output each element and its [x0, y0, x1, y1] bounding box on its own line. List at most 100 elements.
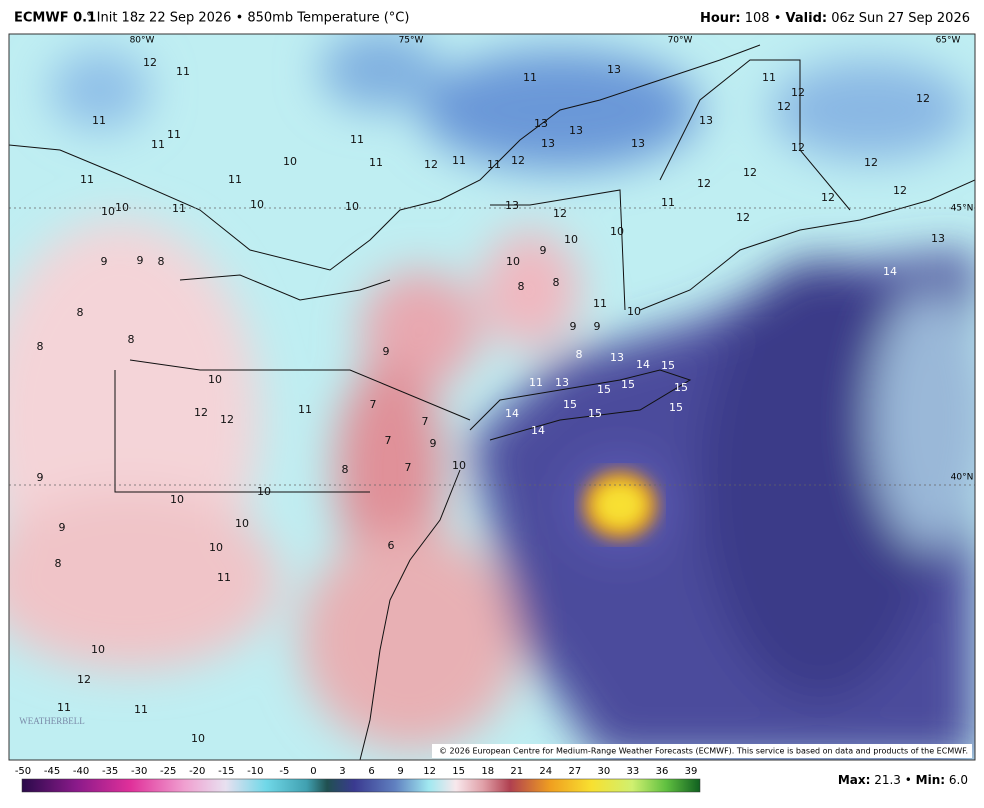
- map-value: 11: [529, 376, 543, 389]
- colorbar: [21, 778, 701, 793]
- map-value: 11: [762, 71, 776, 84]
- map-value: 15: [597, 383, 611, 396]
- map-value: 14: [636, 358, 650, 371]
- map-value: 12: [77, 673, 91, 686]
- map-value: 15: [661, 359, 675, 372]
- map-value: 10: [506, 255, 520, 268]
- map-value: 12: [916, 92, 930, 105]
- map-value: 8: [518, 280, 525, 293]
- colorbar-label: -15: [218, 766, 234, 777]
- map-value: 10: [170, 493, 184, 506]
- map-value: 12: [553, 207, 567, 220]
- colorbar-label: -50: [15, 766, 31, 777]
- map-value: 8: [158, 255, 165, 268]
- colorbar-label: -45: [44, 766, 60, 777]
- map-value: 8: [553, 276, 560, 289]
- map-value: 15: [563, 398, 577, 411]
- colorbar-label: 9: [397, 766, 403, 777]
- map-value: 11: [176, 65, 190, 78]
- colorbar-label: 33: [627, 766, 640, 777]
- map-value: 13: [555, 376, 569, 389]
- colorbar-label: -10: [247, 766, 263, 777]
- header-model: ECMWF 0.1: [14, 11, 96, 26]
- colorbar-label: 36: [656, 766, 669, 777]
- map-value: 10: [191, 732, 205, 745]
- colorbar-label: -25: [160, 766, 176, 777]
- colorbar-label: 12: [423, 766, 436, 777]
- map-value: 8: [37, 340, 44, 353]
- map-value: 10: [283, 155, 297, 168]
- map-value: 12: [791, 141, 805, 154]
- map-value: 9: [570, 320, 577, 333]
- map-value: 7: [370, 398, 377, 411]
- graticule-label: 70°W: [668, 36, 693, 46]
- map-value: 11: [151, 138, 165, 151]
- map-value: 11: [298, 403, 312, 416]
- map-value: 10: [452, 459, 466, 472]
- map-value: 8: [128, 333, 135, 346]
- colorbar-label: 24: [539, 766, 552, 777]
- map-value: 12: [791, 86, 805, 99]
- map-value: 13: [931, 232, 945, 245]
- map-value: 10: [208, 373, 222, 386]
- map-value: 10: [627, 305, 641, 318]
- colorbar-label: 21: [510, 766, 523, 777]
- map-value: 12: [821, 191, 835, 204]
- map-value: 10: [115, 201, 129, 214]
- map-value: 11: [350, 133, 364, 146]
- map-value: 10: [91, 643, 105, 656]
- map-frame: [8, 33, 976, 761]
- colorbar-label: -40: [73, 766, 89, 777]
- map-value: 10: [345, 200, 359, 213]
- map-value: 12: [777, 100, 791, 113]
- map-value: 12: [864, 156, 878, 169]
- map-value: 8: [55, 557, 62, 570]
- map-value: 11: [167, 128, 181, 141]
- map-value: 11: [217, 571, 231, 584]
- header-info: ° Init 18z 22 Sep 2026 • 850mb Temperatu…: [86, 11, 409, 26]
- map-value: 11: [452, 154, 466, 167]
- map-value: 8: [77, 306, 84, 319]
- map-value: 11: [57, 701, 71, 714]
- map-value: 11: [593, 297, 607, 310]
- colorbar-label: 3: [339, 766, 345, 777]
- map-value: 9: [540, 244, 547, 257]
- map-value: 12: [424, 158, 438, 171]
- map-value: 6: [388, 539, 395, 552]
- map-value: 13: [631, 137, 645, 150]
- map-value: 12: [697, 177, 711, 190]
- map-value: 13: [534, 117, 548, 130]
- graticule-label: 75°W: [399, 36, 424, 46]
- map-value: 15: [621, 378, 635, 391]
- map-value: 9: [594, 320, 601, 333]
- map-value: 10: [101, 205, 115, 218]
- map-value: 7: [385, 434, 392, 447]
- map-value: 8: [342, 463, 349, 476]
- map-value: 11: [487, 158, 501, 171]
- map-value: 13: [610, 351, 624, 364]
- footer-maxmin: Max: 21.3 • Min: 6.0: [838, 773, 968, 787]
- map-value: 9: [37, 471, 44, 484]
- map-value: 11: [172, 202, 186, 215]
- watermark: WEATHERBELL: [19, 716, 85, 726]
- map-value: 8: [576, 348, 583, 361]
- graticule-label: 65°W: [936, 36, 961, 46]
- map-value: 11: [134, 703, 148, 716]
- map-value: 13: [541, 137, 555, 150]
- map-value: 11: [92, 114, 106, 127]
- map-field: [9, 34, 975, 760]
- colorbar-label: -35: [102, 766, 118, 777]
- map-value: 10: [209, 541, 223, 554]
- colorbar-label: -30: [131, 766, 147, 777]
- map-value: 15: [669, 401, 683, 414]
- map-value: 7: [405, 461, 412, 474]
- map-value: 13: [569, 124, 583, 137]
- map-value: 11: [369, 156, 383, 169]
- map-value: 11: [228, 173, 242, 186]
- map-value: 14: [505, 407, 519, 420]
- colorbar-label: 0: [310, 766, 316, 777]
- map-value: 12: [736, 211, 750, 224]
- map-value: 14: [531, 424, 545, 437]
- map-value: 15: [588, 407, 602, 420]
- map-value: 11: [661, 196, 675, 209]
